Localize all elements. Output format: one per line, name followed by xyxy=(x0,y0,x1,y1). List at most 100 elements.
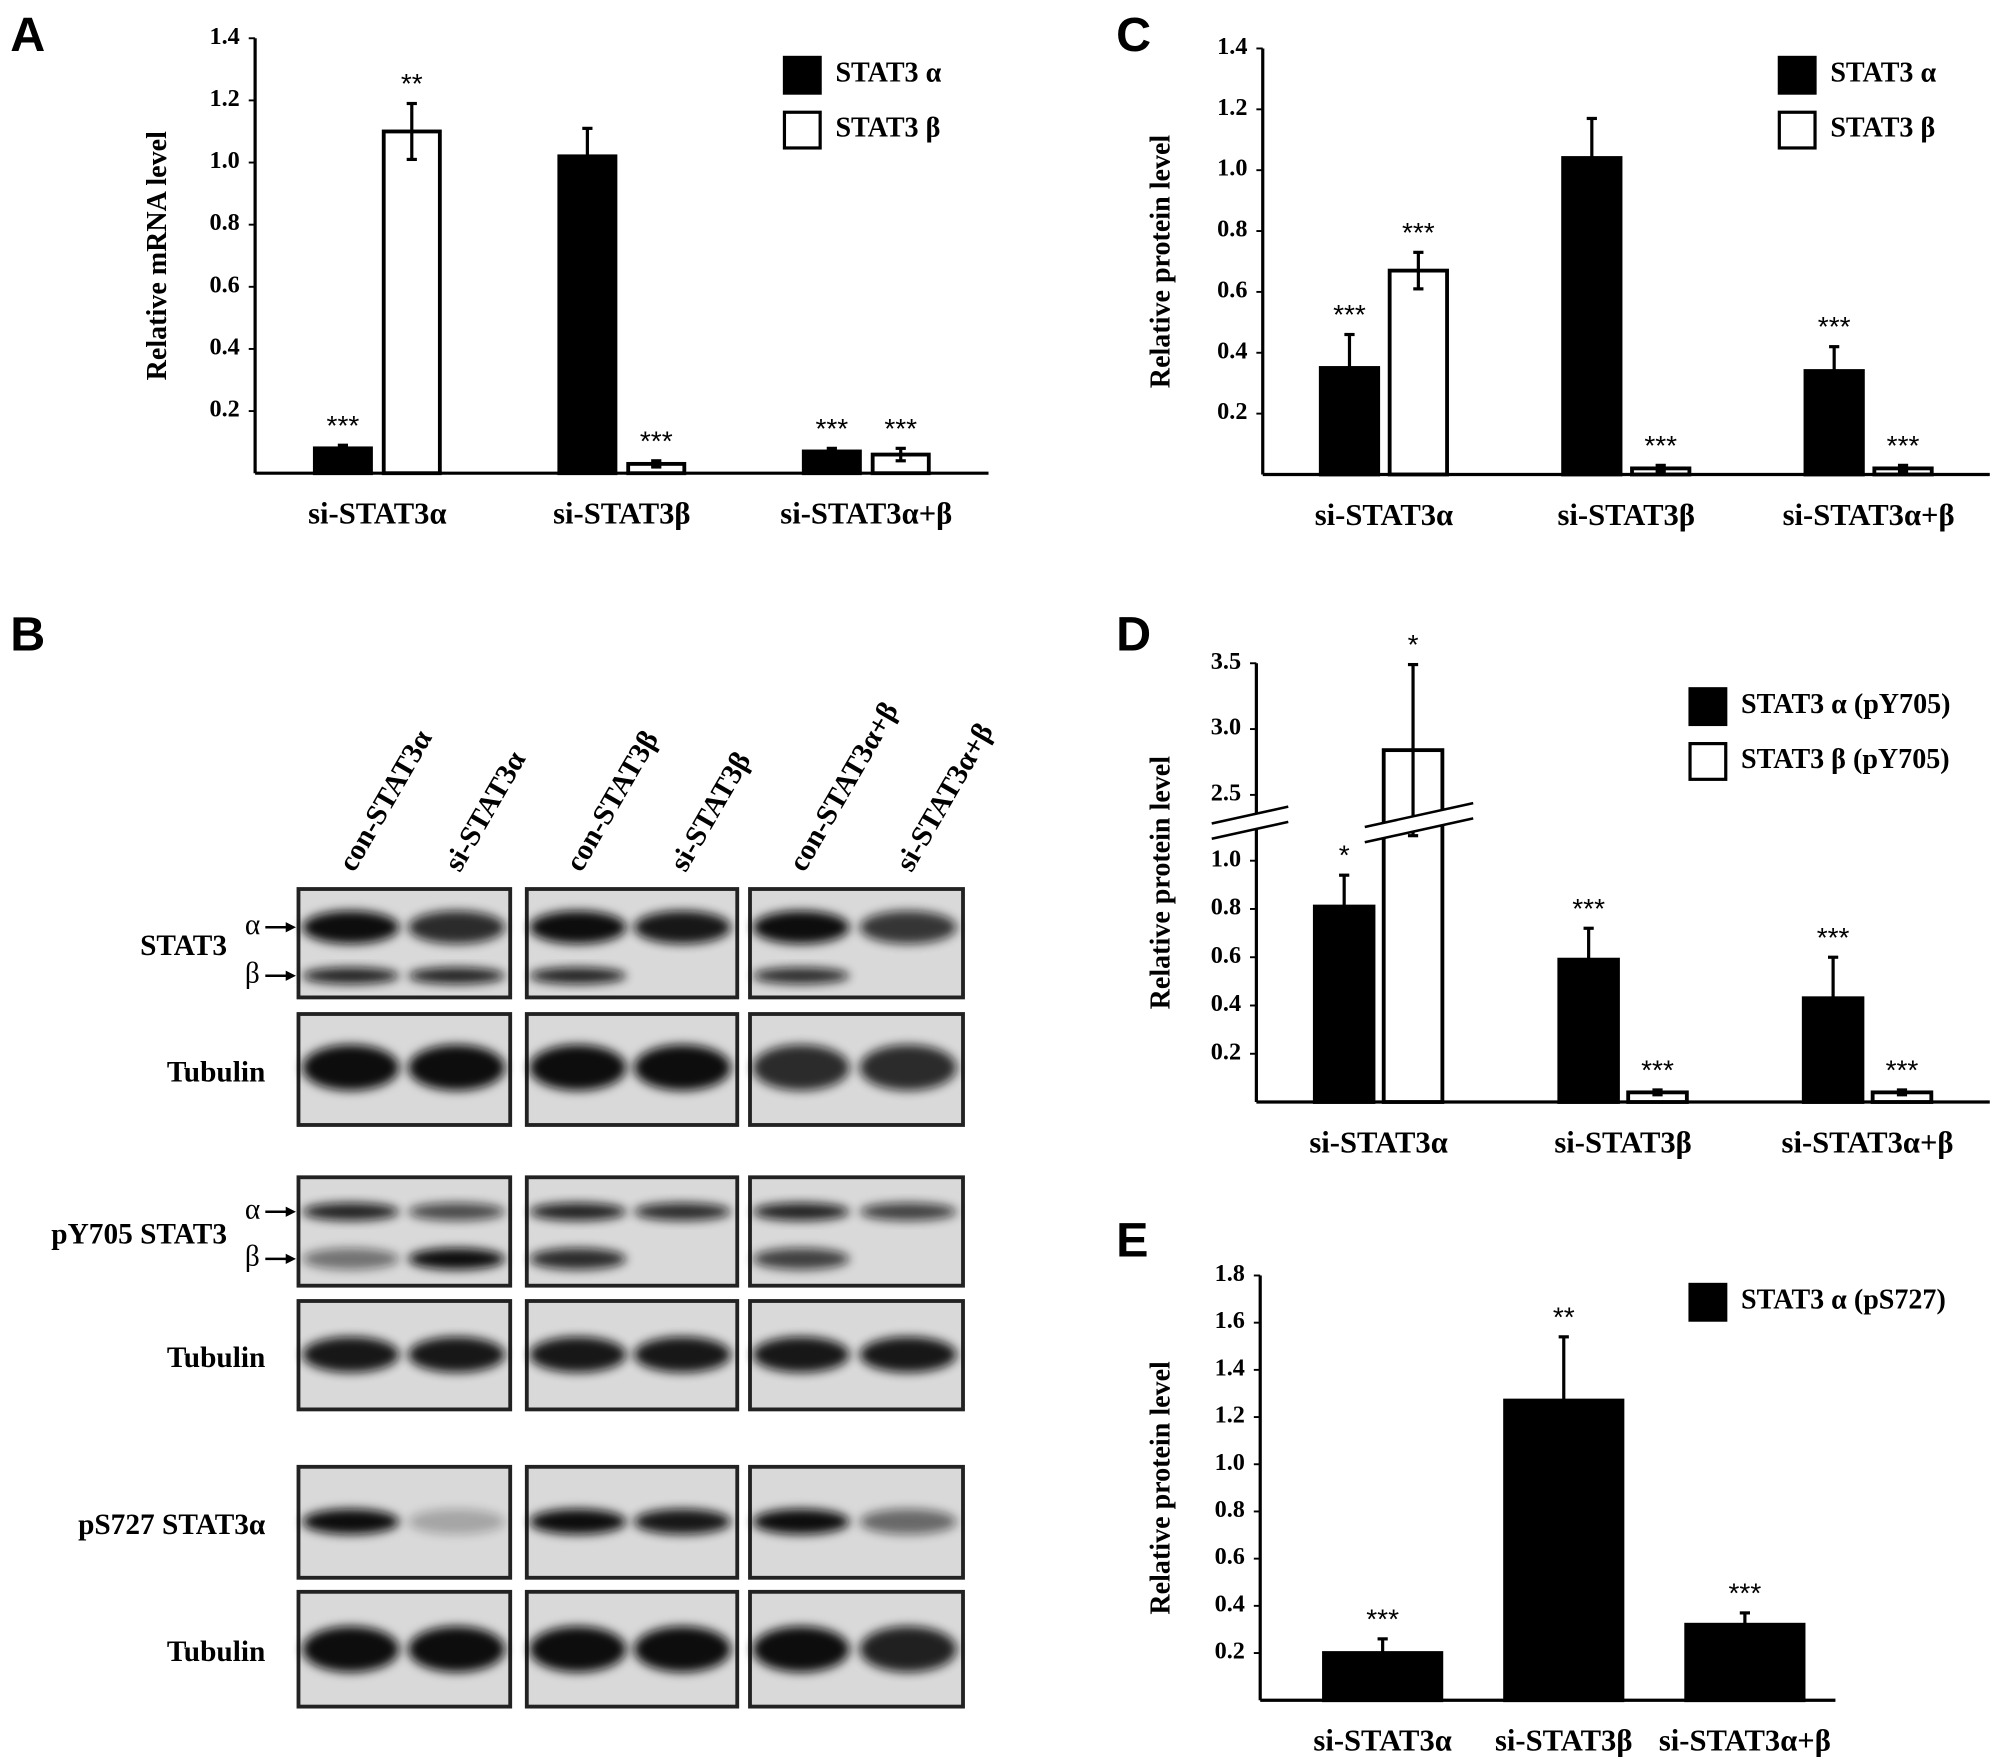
row-label: STAT3 xyxy=(140,930,227,962)
x-tick-label: si-STAT3α xyxy=(1309,1125,1447,1159)
y-tick-label: 1.0 xyxy=(1215,1449,1245,1476)
bar xyxy=(557,154,618,476)
significance-label: *** xyxy=(1887,430,1920,461)
legend-swatch xyxy=(782,55,822,95)
significance-label: *** xyxy=(1644,430,1677,461)
significance-label: *** xyxy=(640,425,673,456)
y-axis-label: Relative mRNA level xyxy=(142,131,173,380)
significance-label: *** xyxy=(884,413,917,444)
blot-band xyxy=(529,1044,627,1091)
significance-label: *** xyxy=(815,413,848,444)
error-bar xyxy=(1339,873,1350,940)
blot-band xyxy=(529,1202,627,1221)
panel-letter: A xyxy=(10,8,45,62)
blot-band xyxy=(859,1626,957,1673)
blot-band xyxy=(529,910,627,944)
y-tick-label: 0.6 xyxy=(1217,276,1247,303)
significance-label: *** xyxy=(1729,1577,1762,1608)
blot-row xyxy=(296,1589,965,1709)
legend-label: STAT3 α (pS727) xyxy=(1741,1285,1946,1316)
y-tick-label: 0.6 xyxy=(1211,942,1241,969)
significance-label: *** xyxy=(327,410,360,441)
blot-band xyxy=(408,1248,506,1270)
marker-arrowhead xyxy=(285,922,296,933)
error-bar xyxy=(826,446,837,457)
significance-label: *** xyxy=(1818,311,1851,342)
blot-band xyxy=(752,1248,850,1270)
significance-label: *** xyxy=(1366,1603,1399,1634)
blot-band xyxy=(302,1626,400,1673)
blot-band xyxy=(302,1336,400,1373)
error-bar xyxy=(895,446,906,463)
error-bar xyxy=(406,101,417,162)
blot-band xyxy=(859,1508,957,1535)
y-tick-label: 0.2 xyxy=(1215,1638,1245,1665)
significance-label: *** xyxy=(1402,217,1435,248)
y-tick-label: 1.2 xyxy=(1217,94,1247,121)
axis-break-line xyxy=(1211,805,1289,825)
y-tick-label: 1.2 xyxy=(1215,1402,1245,1429)
y-tick-label: 1.0 xyxy=(210,147,240,174)
axis-break-line xyxy=(1364,817,1474,844)
blot-band xyxy=(408,910,506,944)
bar xyxy=(1387,268,1449,477)
blot-band xyxy=(633,1508,731,1535)
blot-band xyxy=(752,1336,850,1373)
axis-break-line xyxy=(1364,801,1474,829)
error-bar xyxy=(1558,1335,1569,1466)
y-tick-label: 0.4 xyxy=(1211,990,1241,1017)
blot-band xyxy=(752,910,850,944)
x-tick-label: si-STAT3β xyxy=(553,497,690,531)
axis-break-line xyxy=(1211,820,1289,841)
blot-band xyxy=(302,1248,400,1270)
error-bar xyxy=(1829,345,1840,397)
row-label: Tubulin xyxy=(167,1342,265,1374)
x-tick-label: si-STAT3α+β xyxy=(780,497,952,531)
x-tick-label: si-STAT3β xyxy=(1495,1724,1632,1758)
blot-row xyxy=(296,1175,965,1288)
legend-label: STAT3 β xyxy=(1830,113,1935,144)
error-bar xyxy=(337,443,349,454)
lane-label: si-STAT3α xyxy=(438,745,532,876)
significance-label: *** xyxy=(1572,893,1605,924)
bar xyxy=(1561,156,1623,477)
blot-band xyxy=(408,1508,506,1535)
blot-band xyxy=(752,1626,850,1673)
y-axis-label: Relative protein level xyxy=(1146,756,1177,1010)
blot-band xyxy=(633,1044,731,1091)
blot-row xyxy=(296,1464,965,1580)
y-tick-label: 1.4 xyxy=(1217,33,1247,60)
lane-label: con-STAT3β xyxy=(559,726,665,877)
y-tick-label: 1.4 xyxy=(210,23,240,50)
error-bar xyxy=(1897,463,1909,474)
blot-band xyxy=(302,1044,400,1091)
blot-band xyxy=(408,1044,506,1091)
y-tick-label: 3.0 xyxy=(1211,714,1241,741)
legend-swatch xyxy=(1688,742,1728,781)
blot-row xyxy=(296,1012,965,1127)
y-tick-label: 3.5 xyxy=(1211,648,1241,675)
blot-band xyxy=(408,1626,506,1673)
legend-swatch xyxy=(782,110,822,150)
error-bar xyxy=(1583,926,1594,993)
x-tick-label: si-STAT3β xyxy=(1554,1125,1691,1159)
error-bar xyxy=(1377,1637,1388,1669)
x-tick-label: si-STAT3α xyxy=(308,497,446,531)
y-tick-label: 1.0 xyxy=(1211,845,1241,872)
blot-band xyxy=(859,1044,957,1091)
error-bar xyxy=(1655,463,1666,474)
error-bar xyxy=(1413,250,1424,291)
blot-band xyxy=(752,1044,850,1091)
blot-band xyxy=(633,910,731,944)
error-bar xyxy=(582,126,593,186)
error-bar xyxy=(1896,1088,1908,1097)
y-tick-label: 0.8 xyxy=(1217,216,1247,243)
blot-band xyxy=(633,1336,731,1373)
legend-label: STAT3 α xyxy=(1830,58,1936,89)
error-bar xyxy=(1344,332,1355,404)
x-tick-label: si-STAT3α+β xyxy=(1782,1125,1954,1159)
y-tick-label: 0.2 xyxy=(1211,1038,1241,1065)
y-tick-label: 0.6 xyxy=(210,271,240,298)
error-bar xyxy=(1739,1611,1750,1639)
blot-membrane xyxy=(296,1175,513,1288)
